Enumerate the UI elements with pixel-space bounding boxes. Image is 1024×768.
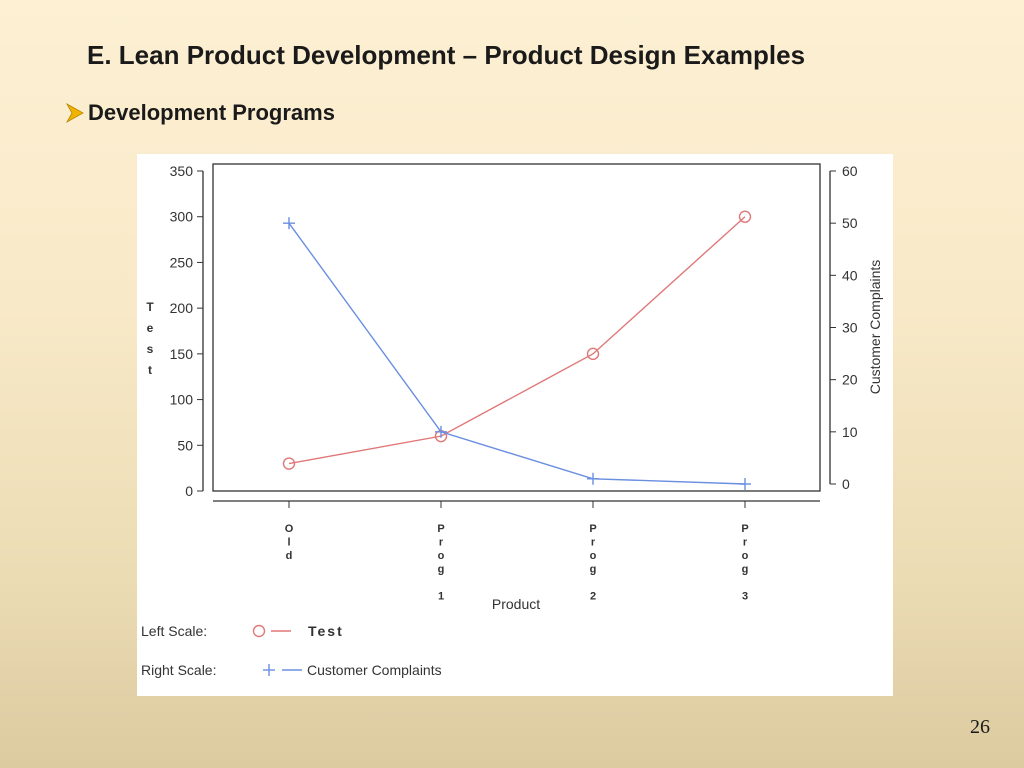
bullet-item: Development Programs [64,100,335,126]
left-tick-label: 0 [185,483,193,499]
data-point-test [738,210,752,223]
legend: Left Scale: Test Right Scale: Customer Comp… [141,623,442,678]
data-point-customer-complaints [283,217,295,230]
right-y-axis-label: Customer Complaints [867,260,883,395]
series-line-test [288,216,746,465]
right-tick-label: 20 [842,372,858,388]
right-y-axis: 0 10 20 30 40 50 60 [829,163,858,492]
left-y-axis: 0 50 100 150 200 250 300 350 T e s t [146,163,204,499]
left-tick-label: 200 [170,300,194,316]
bullet-text: Development Programs [88,100,335,125]
right-tick-label: 30 [842,320,858,336]
left-tick-label: 300 [170,209,194,225]
arrow-bullet-icon [65,102,84,124]
page-number: 26 [970,716,990,738]
right-tick-label: 60 [842,163,858,179]
left-tick-label: 100 [170,392,194,408]
series-line-customer-complaints [288,222,746,485]
series-layer [282,210,752,490]
legend-scale-label: Right Scale: [141,662,216,678]
left-tick-label: 150 [170,346,194,362]
legend-series-label: Customer Complaints [307,662,442,678]
data-point-test [282,457,296,470]
right-tick-label: 10 [842,424,858,440]
legend-scale-label: Left Scale: [141,623,207,639]
data-point-customer-complaints [587,472,599,485]
legend-circle-marker [252,624,266,638]
data-point-customer-complaints [435,425,447,438]
data-point-customer-complaints [739,478,751,490]
left-tick-label: 350 [170,163,194,179]
plot-frame [212,163,821,492]
left-tick-label: 50 [177,437,193,453]
legend-series-label: Test [308,623,344,639]
data-point-test [586,347,600,361]
left-tick-label: 250 [170,254,194,270]
right-tick-label: 0 [842,476,850,492]
right-tick-label: 40 [842,267,858,283]
right-tick-label: 50 [842,215,858,231]
slide-title: E. Lean Product Development – Product De… [87,40,806,70]
x-axis-label: Product [492,596,540,612]
